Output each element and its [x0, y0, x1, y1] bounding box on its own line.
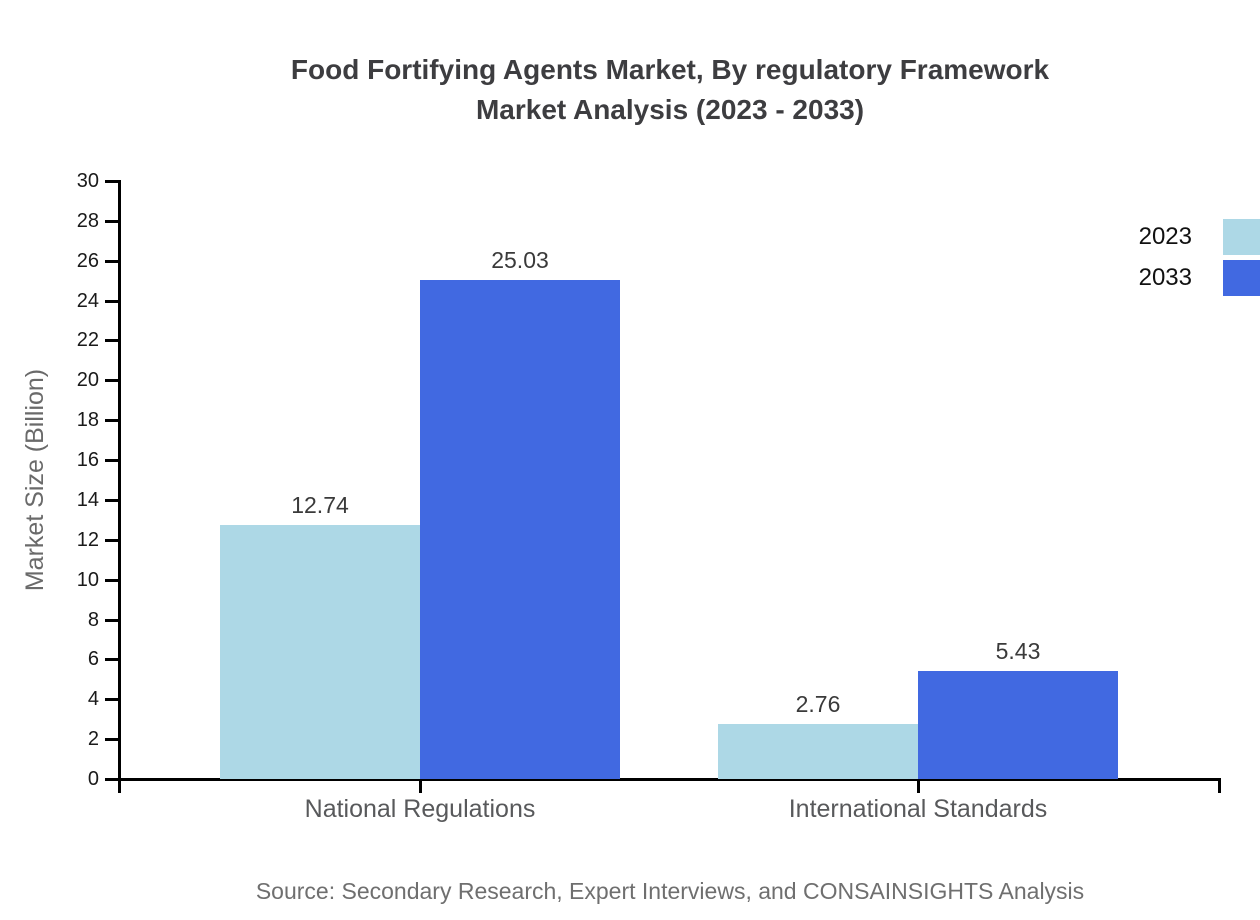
- y-tick-label-10: 10: [76, 568, 99, 591]
- y-tick-label-28: 28: [76, 209, 99, 232]
- y-tick-2: [105, 738, 121, 742]
- bar-value-label-2023-1: 2.76: [795, 690, 841, 717]
- y-tick-18: [105, 419, 121, 423]
- x-tick-2: [1218, 779, 1221, 793]
- y-tick-label-2: 2: [87, 728, 99, 751]
- chart-title: Food Fortifying Agents Market, By regula…: [120, 50, 1220, 130]
- y-tick-30: [105, 180, 121, 183]
- y-tick-label-22: 22: [76, 329, 99, 352]
- x-tick-0: [419, 779, 422, 793]
- x-axis-line: [105, 778, 1221, 781]
- y-tick-label-24: 24: [76, 289, 99, 312]
- legend-item-2023: 2023: [1072, 219, 1260, 255]
- y-tick-22: [105, 339, 121, 343]
- chart-title-line1: Food Fortifying Agents Market, By regula…: [290, 54, 1050, 85]
- y-tick-10: [105, 578, 121, 582]
- y-tick-label-0: 0: [87, 768, 99, 790]
- bar-value-label-2033-1: 5.43: [995, 637, 1041, 664]
- y-tick-6: [105, 658, 121, 662]
- y-tick-8: [105, 618, 121, 622]
- bar-value-label-2033-0: 25.03: [491, 247, 549, 274]
- y-tick-28: [105, 219, 121, 223]
- legend-swatch-2023: [1223, 219, 1260, 255]
- bar-2033-1: [918, 670, 1118, 779]
- y-tick-label-8: 8: [87, 608, 99, 631]
- y-tick-12: [105, 538, 121, 542]
- y-tick-4: [105, 698, 121, 702]
- y-tick-label-6: 6: [87, 648, 99, 671]
- x-category-label-0: National Regulations: [304, 795, 536, 823]
- y-tick-label-26: 26: [76, 249, 99, 272]
- x-category-label-1: International Standards: [788, 795, 1048, 823]
- y-tick-label-4: 4: [87, 688, 99, 711]
- y-tick-label-30: 30: [76, 170, 99, 192]
- source-note: Source: Secondary Research, Expert Inter…: [255, 878, 1085, 904]
- legend-label-2023: 2023: [1138, 223, 1192, 250]
- legend-label-2033: 2033: [1138, 264, 1192, 291]
- bar-2023-1: [718, 723, 918, 779]
- bar-value-label-2023-0: 12.74: [291, 492, 349, 519]
- x-tick-1: [917, 779, 920, 793]
- y-tick-label-20: 20: [76, 369, 99, 392]
- y-tick-label-14: 14: [76, 488, 99, 511]
- y-tick-label-16: 16: [76, 449, 99, 472]
- y-tick-label-18: 18: [76, 409, 99, 432]
- y-tick-0: [105, 778, 121, 781]
- chart-title-line2: Market Analysis (2023 - 2033): [475, 94, 865, 125]
- y-tick-20: [105, 379, 121, 383]
- legend: 2023 2033: [1072, 219, 1260, 301]
- y-tick-16: [105, 459, 121, 463]
- y-tick-label-12: 12: [76, 528, 99, 551]
- y-tick-14: [105, 498, 121, 502]
- bar-2033-0: [420, 280, 620, 779]
- legend-swatch-2033: [1223, 260, 1260, 296]
- y-tick-24: [105, 299, 121, 303]
- legend-item-2033: 2033: [1072, 260, 1260, 296]
- y-tick-26: [105, 259, 121, 263]
- bar-2023-0: [220, 525, 420, 779]
- y-axis-line: [118, 180, 121, 793]
